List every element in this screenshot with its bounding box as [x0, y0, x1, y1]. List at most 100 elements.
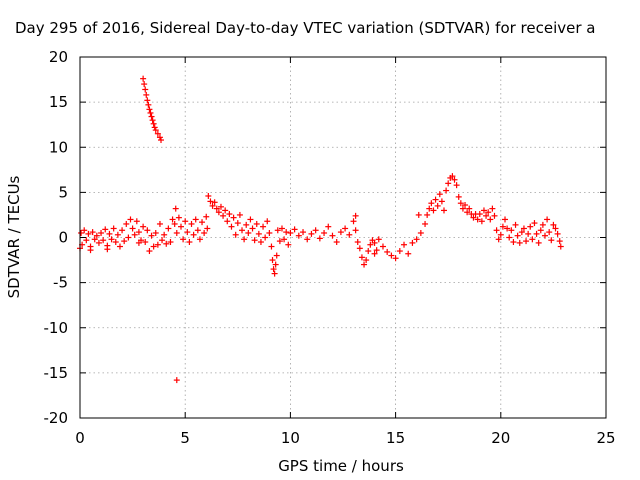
data-point [102, 226, 109, 233]
data-point [518, 229, 525, 236]
data-point [409, 239, 416, 246]
data-point [249, 225, 256, 232]
data-point [146, 106, 153, 113]
data-point [270, 266, 277, 273]
data-point [365, 248, 372, 255]
data-point [539, 221, 546, 228]
data-point [337, 229, 344, 236]
data-point [434, 202, 441, 209]
chart-title: Day 295 of 2016, Sidereal Day-to-day VTE… [15, 19, 596, 37]
data-point [276, 238, 283, 245]
x-tick-label: 0 [75, 429, 85, 447]
data-point [184, 229, 191, 236]
data-point [371, 250, 378, 257]
data-point [546, 229, 553, 236]
data-point [436, 191, 443, 198]
data-point [459, 205, 466, 212]
data-point [141, 81, 148, 88]
data-point [106, 230, 113, 237]
data-point [278, 225, 285, 232]
data-point [373, 247, 380, 254]
data-point [251, 237, 258, 244]
data-point [260, 223, 267, 230]
data-point [232, 231, 239, 238]
data-point [114, 231, 121, 238]
data-point [156, 220, 163, 227]
data-point [502, 216, 509, 223]
data-point [188, 220, 195, 227]
data-point [234, 220, 241, 227]
data-point [537, 227, 544, 234]
data-point [133, 218, 140, 225]
x-tick-label: 25 [596, 429, 615, 447]
data-point [175, 214, 182, 221]
data-point [173, 377, 180, 384]
data-point [272, 261, 279, 268]
data-point [432, 196, 439, 203]
data-point [483, 212, 490, 219]
data-point [245, 229, 252, 236]
x-tick-label: 5 [180, 429, 190, 447]
data-point [358, 254, 365, 261]
data-point [159, 237, 166, 244]
data-point [127, 216, 134, 223]
data-point [243, 221, 250, 228]
data-point [497, 231, 504, 238]
data-point [520, 225, 527, 232]
data-point [325, 223, 332, 230]
data-point [474, 216, 481, 223]
data-point [180, 236, 187, 243]
data-point [171, 220, 178, 227]
data-point [426, 205, 433, 212]
data-point [147, 109, 154, 116]
y-tick-label: 10 [49, 138, 68, 156]
data-point [100, 237, 107, 244]
data-point [557, 243, 564, 250]
y-tick-label: 0 [58, 229, 68, 247]
data-point [346, 231, 353, 238]
data-point [98, 229, 105, 236]
data-point [440, 207, 447, 214]
data-point [352, 227, 359, 234]
data-point [190, 231, 197, 238]
data-point [525, 230, 532, 237]
data-point [211, 199, 218, 206]
data-point [239, 227, 246, 234]
data-point [262, 234, 269, 241]
data-point [552, 225, 559, 232]
data-point [312, 227, 319, 234]
data-point [161, 231, 168, 238]
data-point [321, 229, 328, 236]
grid-lines [80, 57, 606, 418]
data-point [222, 207, 229, 214]
data-point [550, 221, 557, 228]
data-point [291, 226, 298, 233]
data-point [129, 225, 136, 232]
y-tick-label: 15 [49, 93, 68, 111]
data-point [281, 236, 288, 243]
data-point [273, 252, 280, 259]
data-point [169, 216, 176, 223]
data-point [516, 239, 523, 246]
data-point [110, 225, 117, 232]
data-point [209, 202, 216, 209]
data-point [144, 97, 151, 104]
data-point [443, 187, 450, 194]
data-point [119, 227, 126, 234]
data-point [205, 192, 212, 199]
data-point [89, 229, 96, 236]
data-point [207, 198, 214, 205]
data-point [156, 134, 163, 141]
data-point [255, 230, 262, 237]
data-point [489, 205, 496, 212]
data-point [230, 214, 237, 221]
data-point [148, 113, 155, 120]
data-point [379, 243, 386, 250]
data-point [462, 202, 469, 209]
data-point [165, 225, 172, 232]
data-point [422, 220, 429, 227]
data-point [478, 218, 485, 225]
data-point [361, 261, 368, 268]
data-point [417, 229, 424, 236]
data-point [135, 239, 142, 246]
